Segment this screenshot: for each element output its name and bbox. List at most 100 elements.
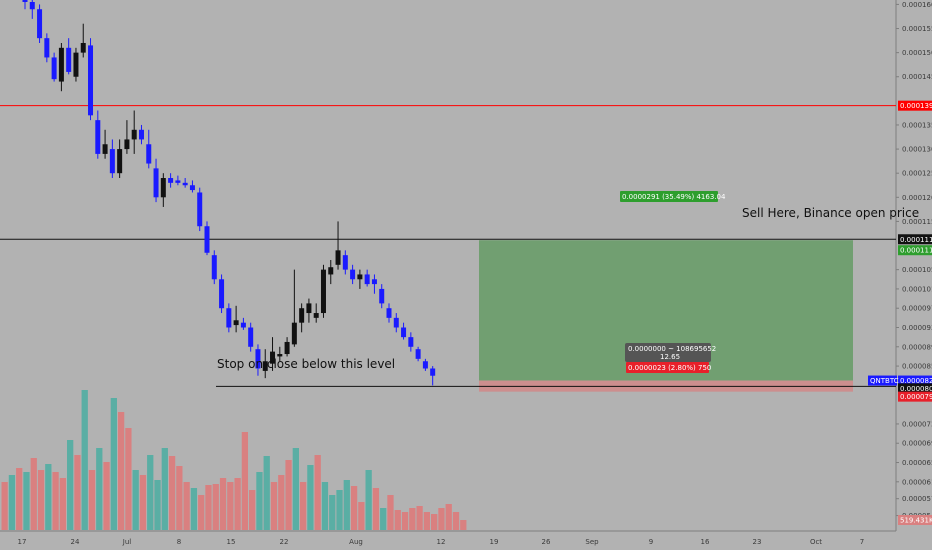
volume-bar: [307, 465, 314, 530]
price-tick-label: 0.0000850: [902, 363, 932, 371]
stop-badge-text: 0.0000797: [900, 393, 932, 401]
candle-body: [299, 308, 305, 323]
price-tick-label: 0.0000970: [902, 305, 932, 313]
target-label[interactable]: 0.0000291 (35.49%) 4163.04: [620, 191, 726, 202]
candle-body: [306, 303, 312, 314]
candle-body: [109, 149, 115, 174]
candle-body: [117, 149, 123, 174]
price-tick-label: 0.0000730: [902, 420, 932, 428]
volume-bar: [358, 502, 365, 530]
candle-body: [168, 178, 174, 183]
volume-bar: [81, 390, 88, 530]
candle-body: [88, 45, 94, 116]
time-tick-label: 22: [280, 538, 289, 546]
volume-badge-bg: [898, 515, 932, 525]
candle-body: [313, 313, 319, 318]
volume-bar: [401, 512, 409, 530]
stop-note: Stop on close below this level: [217, 357, 395, 371]
volume-bar: [394, 510, 401, 530]
volume-bar: [212, 484, 219, 530]
volume-bar: [249, 490, 256, 530]
entry-level-badge-text: 0.0001113: [900, 236, 932, 244]
candle-body: [211, 255, 217, 280]
price-tick-label: 0.0001150: [902, 218, 932, 226]
candle-body: [22, 0, 28, 2]
candle-body: [219, 279, 225, 309]
candle-body: [175, 180, 181, 183]
candle-body: [291, 322, 297, 345]
entry-level-badge-bg: [898, 234, 932, 245]
time-tick-label: 24: [71, 538, 80, 546]
candle-body: [233, 320, 239, 326]
price-tick-label: 0.0000575: [902, 495, 932, 503]
candle-body: [342, 255, 348, 270]
candle-body: [328, 267, 334, 275]
volume-bar: [45, 464, 52, 530]
time-tick-label: Jul: [122, 538, 132, 546]
current-price-badge-bg: [898, 375, 932, 386]
price-axis[interactable]: [896, 0, 932, 550]
volume-bar: [292, 448, 299, 530]
candle-body: [124, 139, 130, 150]
time-tick-label: 23: [753, 538, 762, 546]
volume-bar: [380, 508, 387, 530]
candle-body: [138, 129, 144, 140]
volume-bar: [365, 470, 372, 530]
time-tick-label: 12: [437, 538, 446, 546]
volume-bar: [343, 480, 350, 530]
candle-body: [386, 308, 392, 318]
time-tick-label: 7: [860, 538, 864, 546]
candle-body: [58, 47, 64, 82]
candle-body: [364, 274, 370, 285]
volume-bar: [103, 462, 110, 530]
price-tick-label: 0.0000690: [902, 440, 932, 448]
candle-body: [131, 129, 137, 140]
candle-body: [262, 361, 268, 371]
target-label-text: 0.0000291 (35.49%) 4163.04: [622, 193, 726, 201]
volume-bar: [423, 512, 431, 530]
volume-bar: [161, 448, 168, 530]
candle-body: [37, 9, 43, 39]
price-tick-label: 0.0001550: [902, 25, 932, 33]
time-tick-label: 26: [542, 538, 551, 546]
stop-label-text: 0.0000023 (2.80%) 750: [628, 364, 711, 372]
volume-bar: [74, 455, 81, 530]
volume-bar: [438, 508, 445, 530]
volume-badge-text: 519.431K: [900, 517, 932, 525]
time-tick-label: Oct: [810, 538, 822, 546]
current-price-badge-text: 0.0000820: [900, 377, 932, 385]
volume-bar: [314, 455, 321, 530]
volume-bar: [168, 456, 176, 530]
volume-bar: [59, 478, 67, 530]
candles: [22, 0, 436, 386]
time-tick-label: 15: [227, 538, 236, 546]
price-tick-label: 0.0001250: [902, 170, 932, 178]
time-tick-label: 16: [701, 538, 710, 546]
time-tick-label: 8: [177, 538, 181, 546]
volume-bar: [110, 398, 117, 530]
candle-body: [66, 47, 72, 72]
candle-body: [204, 226, 210, 253]
candle-body: [240, 322, 246, 328]
entry-label-text: 0.0000000 ~ 108695652: [628, 345, 716, 353]
price-tick-label: 0.0000650: [902, 459, 932, 467]
candle-body: [80, 42, 86, 53]
volume-bar: [321, 482, 329, 530]
price-tick-label: 0.0001350: [902, 121, 932, 129]
volume-bar: [67, 440, 74, 530]
stop-label[interactable]: 0.0000023 (2.80%) 750: [626, 362, 711, 373]
candle-body: [44, 38, 50, 58]
volume-bar: [285, 460, 292, 530]
volume-bar: [96, 448, 103, 530]
volume-bar: [227, 482, 234, 530]
stop-line-badge-text: 0.0000808: [900, 385, 932, 393]
time-axis-ticks: 17 24 Jul 8 15 22 Aug 12 19 26 Sep 9 16 23 Oct 7: [18, 538, 865, 546]
entry-label[interactable]: 0.0000000 ~ 108695652 12.65: [625, 343, 716, 362]
volume-bar: [219, 478, 227, 530]
volume-bar: [198, 495, 205, 530]
volume-bar: [154, 480, 161, 530]
volume-bar: [1, 482, 8, 530]
price-tick-label: 0.0000610: [902, 478, 932, 486]
